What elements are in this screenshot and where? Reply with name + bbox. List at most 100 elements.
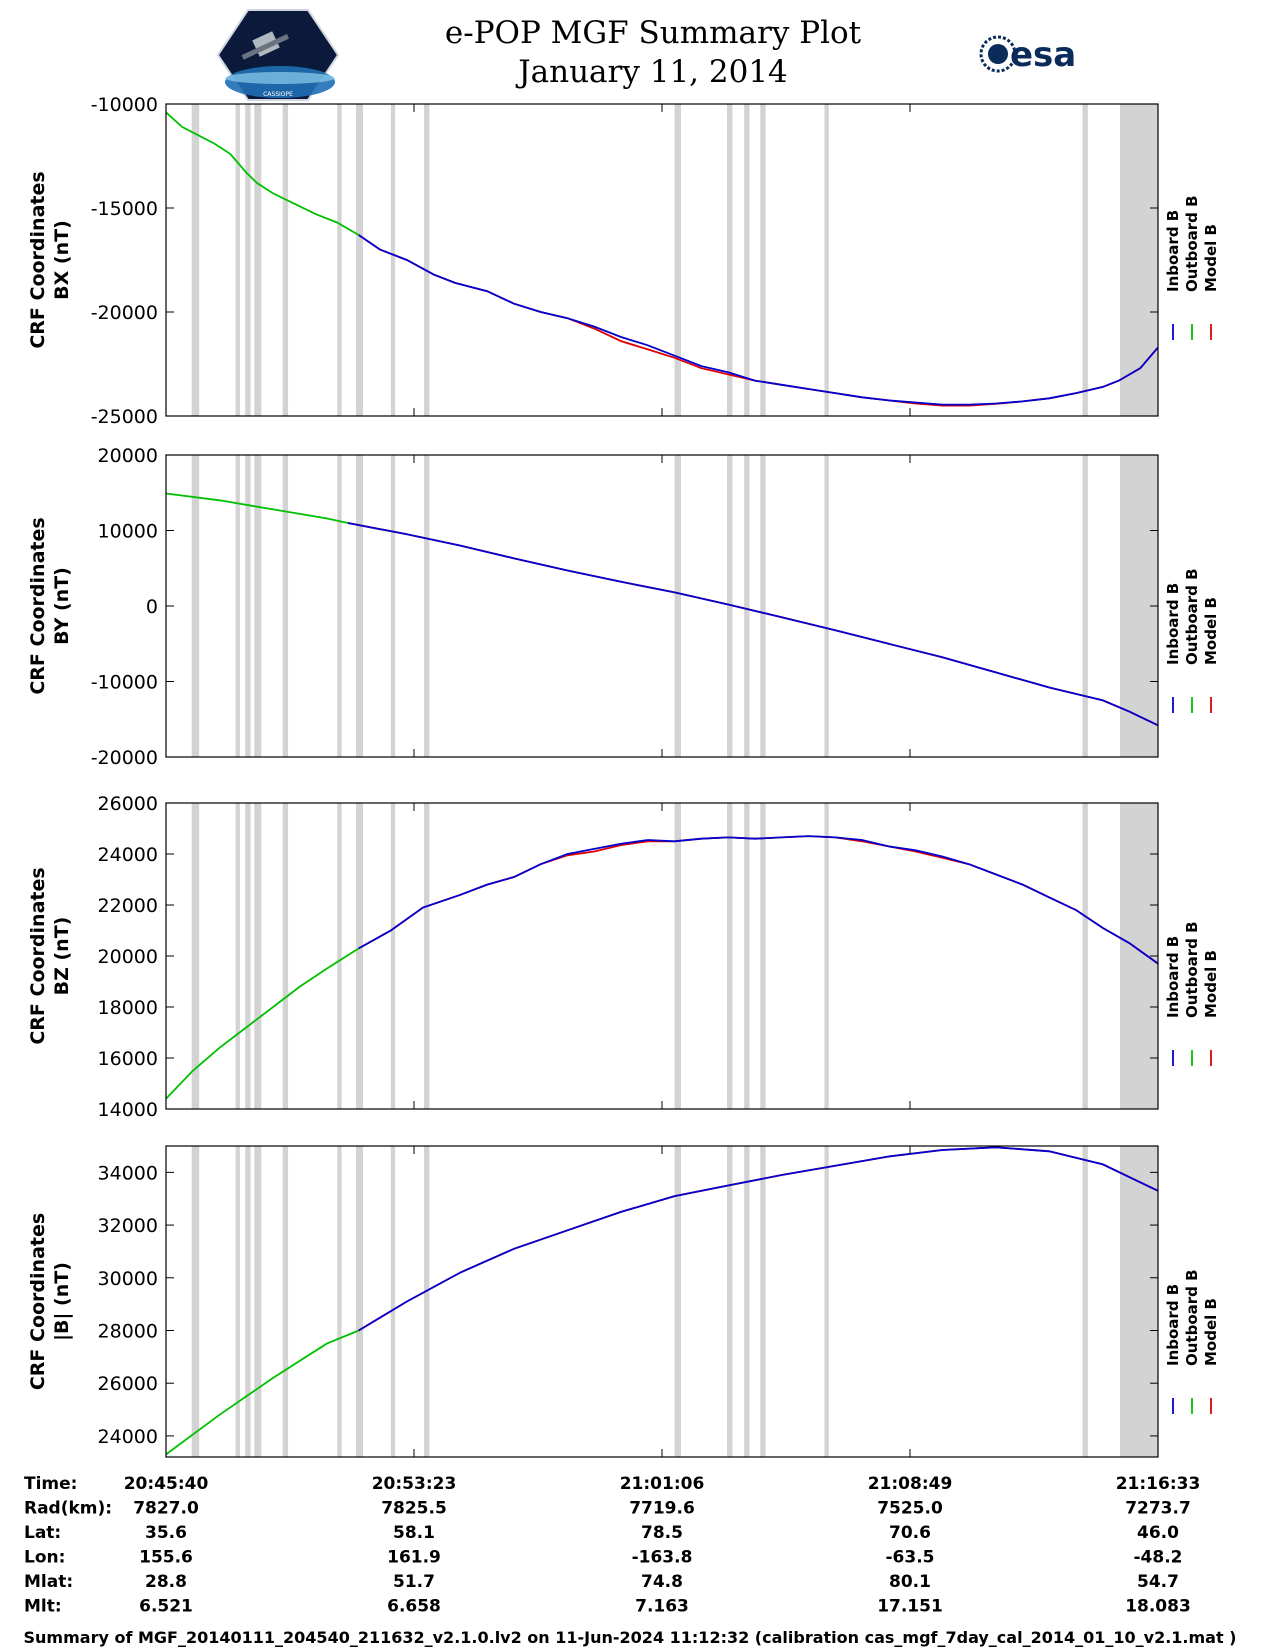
gap-band — [424, 104, 430, 416]
legend-entry: Outboard B — [1183, 568, 1201, 665]
y-axis-label: BX (nT) — [51, 220, 73, 300]
gap-band — [282, 803, 289, 1109]
gap-band — [760, 1146, 766, 1457]
gap-band — [1082, 455, 1088, 757]
y-tick-label: -15000 — [91, 198, 158, 220]
y-axis-label: BZ (nT) — [51, 917, 73, 996]
y-tick-label: -25000 — [91, 406, 158, 428]
series-line-outboard-b — [165, 947, 360, 1100]
ephemeris-value: 58.1 — [393, 1523, 435, 1543]
legend-entry: Inboard B — [1164, 210, 1182, 292]
gap-band — [254, 104, 262, 416]
series-line-outboard-b — [165, 1329, 360, 1456]
ephemeris-value: 17.151 — [877, 1597, 943, 1617]
gap-band — [424, 455, 430, 757]
gap-band — [727, 104, 733, 416]
legend-entry: Inboard B — [1164, 936, 1182, 1018]
gap-band — [282, 1146, 289, 1457]
cassiope-logo: CASSIOPE — [216, 9, 340, 101]
y-axis-label: |B| (nT) — [51, 1262, 73, 1341]
gap-band — [744, 803, 750, 1109]
y-tick-label: -20000 — [91, 302, 158, 324]
gap-band — [254, 1146, 262, 1457]
gap-band — [356, 104, 364, 416]
gap-band — [337, 803, 342, 1109]
gap-band — [760, 803, 766, 1109]
ephemeris-value: 155.6 — [139, 1548, 193, 1568]
gap-band — [245, 1146, 251, 1457]
plot-frame — [165, 103, 1159, 417]
y-axis-label: BY (nT) — [51, 567, 73, 645]
series-line-model-b — [358, 1146, 1159, 1332]
y-tick-label: 16000 — [98, 1048, 158, 1070]
gap-band — [1119, 1146, 1158, 1457]
ephemeris-value: 7.163 — [635, 1597, 689, 1617]
ephemeris-label: Mlt: — [24, 1597, 62, 1617]
series-line-inboard-b — [358, 1146, 1159, 1332]
plot-subtitle: January 11, 2014 — [515, 54, 788, 90]
gap-band — [245, 104, 251, 416]
ephemeris-value: -63.5 — [886, 1548, 935, 1568]
y-tick-label: 24000 — [98, 844, 158, 866]
gap-band — [824, 1146, 829, 1457]
gap-band — [235, 803, 240, 1109]
gap-band — [282, 455, 289, 757]
series-line-model-b — [358, 835, 1159, 965]
y-tick-label: 26000 — [98, 1373, 158, 1395]
gap-band — [191, 803, 200, 1109]
legend-entry: Model B — [1202, 950, 1220, 1018]
gap-band — [191, 1146, 200, 1457]
y-axis-label: CRF Coordinates — [27, 1213, 49, 1390]
gap-band — [337, 1146, 342, 1457]
ephemeris-value: 78.5 — [641, 1523, 683, 1543]
gap-band — [245, 455, 251, 757]
ephemeris-value: 6.658 — [387, 1597, 441, 1617]
y-tick-label: 24000 — [98, 1426, 158, 1448]
cassiope-logo-text: CASSIOPE — [263, 91, 293, 98]
gap-band — [727, 1146, 733, 1457]
panel-bx: -10000 -15000 -20000 -25000 CRF Coordinates B… — [27, 94, 1220, 428]
ephemeris-value: -48.2 — [1134, 1548, 1183, 1568]
gap-band — [674, 104, 682, 416]
ephemeris-value: 161.9 — [387, 1548, 441, 1568]
gap-band — [390, 803, 396, 1109]
ephemeris-value: 7273.7 — [1125, 1499, 1191, 1519]
gap-band — [1082, 104, 1088, 416]
y-tick-label: 14000 — [98, 1099, 158, 1121]
legend-entry: Inboard B — [1164, 1284, 1182, 1366]
ephemeris-label: Rad(km): — [24, 1499, 112, 1519]
y-tick-label: 32000 — [98, 1215, 158, 1237]
gap-band — [424, 1146, 430, 1457]
gap-band — [337, 455, 342, 757]
gap-band — [744, 104, 750, 416]
ephemeris-value: 80.1 — [889, 1572, 931, 1592]
gap-band — [390, 455, 396, 757]
y-tick-label: 20000 — [98, 445, 158, 467]
legend-entry: Outboard B — [1183, 1269, 1201, 1366]
gap-band — [674, 1146, 682, 1457]
esa-logo: esa — [979, 35, 1076, 75]
ephemeris-value: 7827.0 — [133, 1499, 199, 1519]
gap-band — [191, 455, 200, 757]
ephemeris-label: Lat: — [24, 1523, 61, 1543]
y-tick-label: 0 — [146, 596, 158, 618]
gap-band — [235, 1146, 240, 1457]
series-line-model-b — [347, 522, 1159, 727]
gap-band — [356, 803, 364, 1109]
ephemeris-value: 20:53:23 — [372, 1474, 457, 1494]
ephemeris-value: 70.6 — [889, 1523, 931, 1543]
series-line-inboard-b — [358, 835, 1159, 965]
gap-band — [674, 455, 682, 757]
y-axis-label: CRF Coordinates — [27, 517, 49, 694]
plot-frame — [165, 1145, 1159, 1458]
gap-band — [824, 104, 829, 416]
y-tick-label: 34000 — [98, 1162, 158, 1184]
ephemeris-label: Time: — [24, 1474, 77, 1494]
ephemeris-value: 35.6 — [145, 1523, 187, 1543]
plot-frame — [165, 454, 1159, 758]
y-tick-label: 10000 — [98, 521, 158, 543]
gap-band — [1119, 104, 1158, 416]
y-tick-label: 20000 — [98, 946, 158, 968]
